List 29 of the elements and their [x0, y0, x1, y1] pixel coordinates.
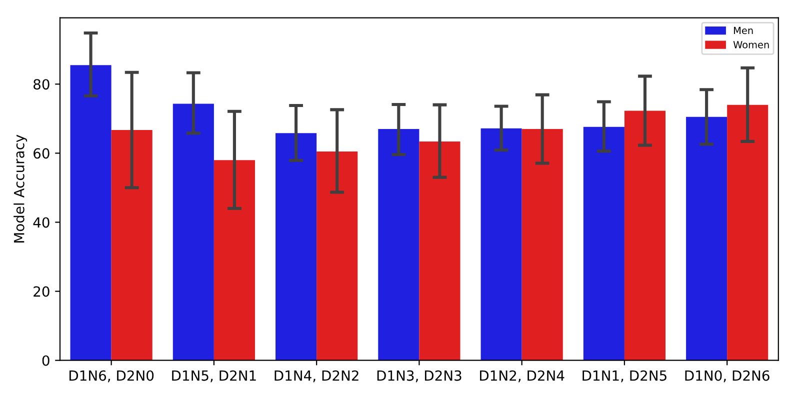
x-tick-label: D1N4, D2N2 — [274, 370, 358, 382]
bar — [276, 133, 317, 360]
bar — [70, 65, 112, 360]
y-tick-label: 80 — [34, 79, 50, 90]
bar — [686, 116, 728, 360]
x-tick-label: D1N3, D2N3 — [377, 370, 462, 382]
bar — [727, 104, 768, 360]
x-tick-label: D1N1, D2N5 — [582, 370, 666, 382]
bar — [419, 141, 460, 360]
x-tick-label: D1N2, D2N4 — [480, 370, 564, 382]
y-tick-label: 60 — [34, 148, 50, 159]
y-tick-label: 20 — [34, 286, 50, 297]
x-tick-label: D1N6, D2N0 — [70, 370, 154, 382]
bar — [111, 130, 152, 360]
bar — [522, 129, 563, 360]
bar — [480, 128, 522, 360]
y-axis-title: Model Accuracy — [14, 134, 28, 242]
bar — [172, 104, 214, 360]
bar — [378, 129, 420, 360]
bar — [316, 151, 358, 360]
y-tick-label: 0 — [42, 355, 50, 366]
bar — [583, 126, 624, 360]
x-tick-label: D1N5, D2N1 — [172, 370, 256, 382]
x-tick-label: D1N0, D2N6 — [685, 370, 770, 382]
legend-label: Men — [734, 26, 753, 34]
y-tick-label: 40 — [33, 217, 50, 228]
bar — [624, 110, 666, 360]
bar — [214, 160, 255, 360]
legend-label: Women — [733, 41, 769, 48]
